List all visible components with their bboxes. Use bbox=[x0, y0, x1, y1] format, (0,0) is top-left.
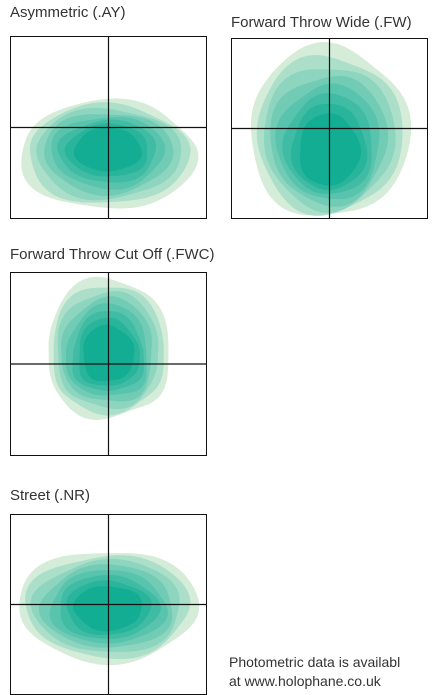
isolux-contour-level-8 bbox=[73, 586, 142, 632]
photometric-note-line-2: at www.holophane.co.uk bbox=[229, 673, 381, 689]
diagram-title-asymmetric: Asymmetric (.AY) bbox=[10, 4, 126, 21]
photometric-note: Photometric data is availabl at www.holo… bbox=[229, 653, 400, 691]
isolux-diagram-forward-throw-wide bbox=[231, 38, 428, 219]
diagram-title-forward-throw-wide: Forward Throw Wide (.FW) bbox=[231, 14, 412, 31]
isolux-diagram-asymmetric bbox=[10, 36, 207, 219]
diagram-title-forward-throw-cut-off: Forward Throw Cut Off (.FWC) bbox=[10, 246, 215, 263]
isolux-diagram-street bbox=[10, 514, 207, 695]
photometric-note-line-1: Photometric data is availabl bbox=[229, 654, 401, 670]
diagram-title-street: Street (.NR) bbox=[10, 487, 91, 504]
isolux-contour-level-8 bbox=[299, 113, 362, 186]
isolux-diagram-forward-throw-cut-off bbox=[10, 272, 207, 456]
